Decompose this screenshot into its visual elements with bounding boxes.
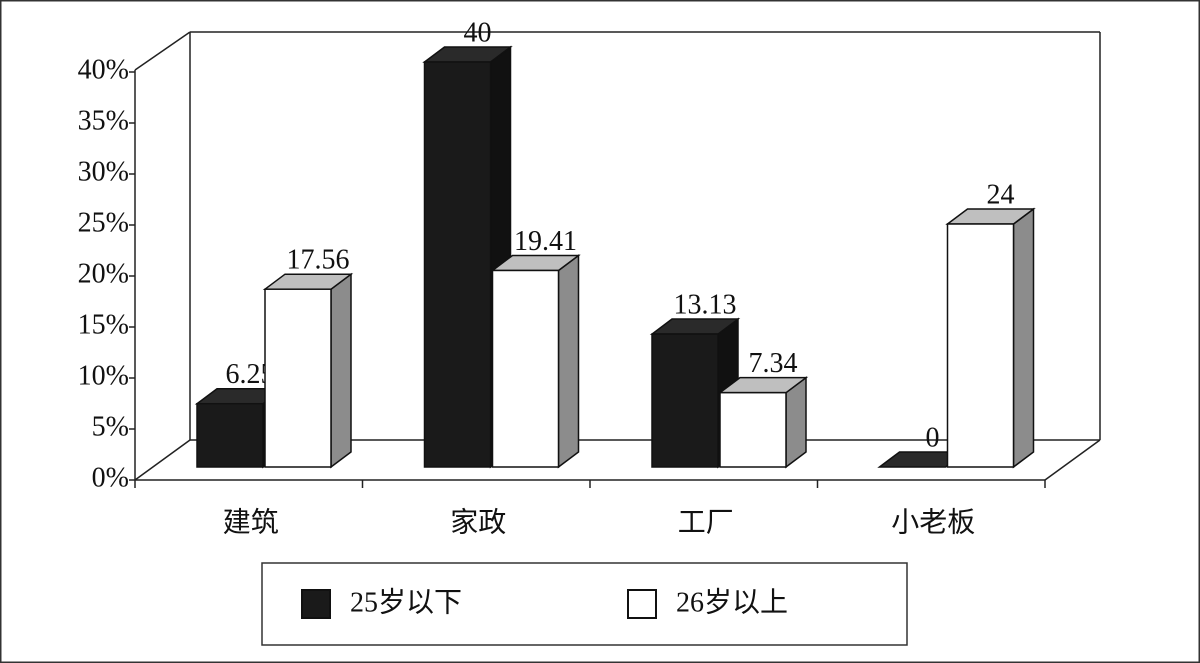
bar <box>196 402 264 468</box>
y-tick-label: 10% <box>78 360 129 391</box>
x-tick-label: 工厂 <box>678 507 734 538</box>
bar <box>651 333 719 468</box>
data-label: 19.41 <box>514 226 577 257</box>
data-label: 0 <box>926 422 940 453</box>
bar <box>719 391 787 468</box>
x-tick-label: 小老板 <box>891 506 975 538</box>
bar-side <box>557 253 580 469</box>
legend-swatch <box>627 589 657 619</box>
data-label: 7.34 <box>749 348 798 379</box>
y-tick-label: 35% <box>78 105 129 136</box>
legend-swatch <box>301 589 331 619</box>
y-tick-label: 25% <box>78 207 129 238</box>
y-tick-label: 5% <box>92 411 129 442</box>
bar <box>491 269 560 468</box>
legend-label: 25岁以下 <box>350 586 462 618</box>
y-tick-label: 40% <box>78 54 129 85</box>
y-tick-label: 0% <box>92 462 129 493</box>
legend-box <box>261 562 908 646</box>
x-tick-label: 家政 <box>450 506 506 538</box>
bar-side <box>330 272 352 469</box>
data-label: 17.56 <box>287 245 350 276</box>
data-label: 24 <box>987 179 1015 210</box>
x-tick-label: 建筑 <box>223 506 279 538</box>
bar <box>946 223 1015 468</box>
bar <box>264 288 332 468</box>
y-tick-label: 15% <box>78 309 129 340</box>
data-label: 40 <box>464 17 492 48</box>
data-label: 13.13 <box>674 289 737 320</box>
bar <box>423 61 492 468</box>
bar-side <box>1012 207 1035 469</box>
legend-label: 26岁以上 <box>676 586 788 618</box>
y-tick-label: 30% <box>78 156 129 187</box>
y-tick-label: 20% <box>78 258 129 289</box>
